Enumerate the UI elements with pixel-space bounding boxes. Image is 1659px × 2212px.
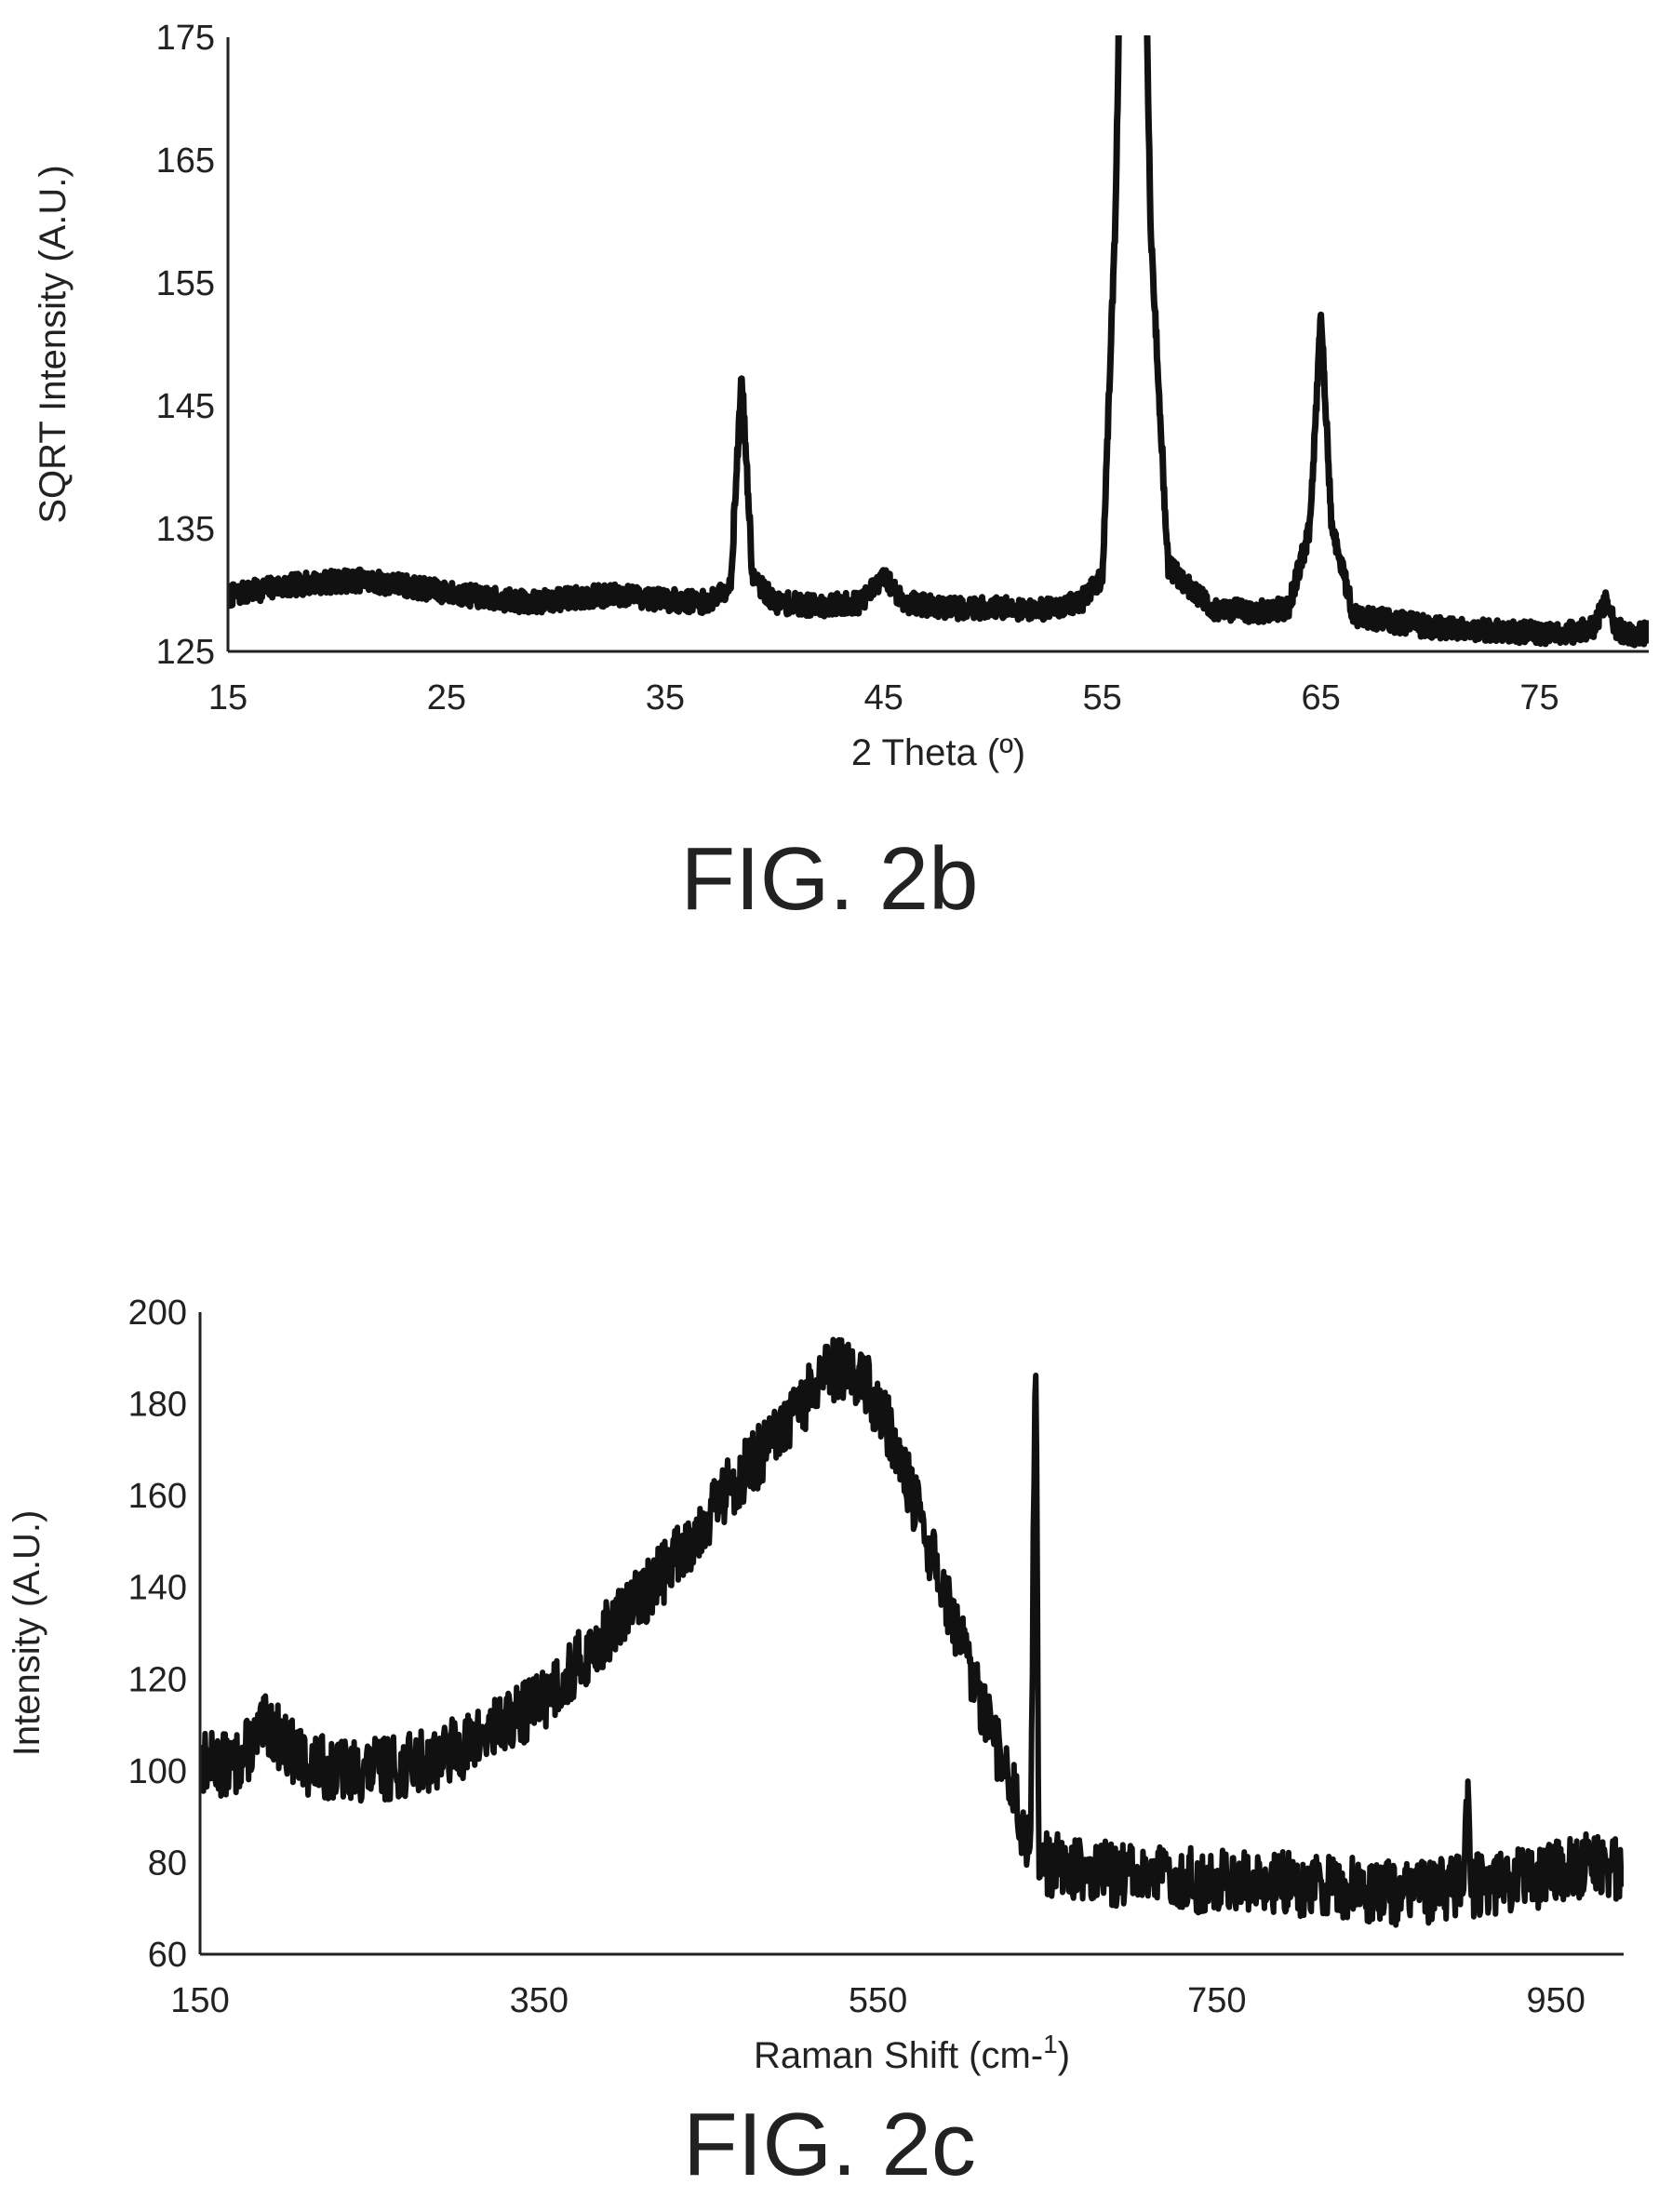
y-tick-label: 100 bbox=[128, 1752, 187, 1791]
y-tick-label: 125 bbox=[156, 633, 215, 672]
figure-caption-2b: FIG. 2b bbox=[680, 829, 979, 929]
chart-2c-svg: 60 80 100 120 140 160 180 200 150 350 550 750 950 Int… bbox=[7, 1294, 1624, 2076]
x-tick-label: 35 bbox=[646, 678, 685, 717]
x-tick-label: 150 bbox=[170, 1981, 229, 2020]
y-tick-label: 140 bbox=[128, 1569, 187, 1608]
x-tick-label: 15 bbox=[208, 678, 248, 717]
x-tick-label: 65 bbox=[1301, 678, 1340, 717]
y-tick-label: 180 bbox=[128, 1386, 187, 1425]
x-tick-label: 350 bbox=[510, 1981, 569, 2020]
x-tick-label: 750 bbox=[1187, 1981, 1246, 2020]
y-tick-label: 80 bbox=[148, 1843, 187, 1883]
chart-2b-svg: 125 135 145 155 165 175 15 25 35 45 55 65 75 SQRT Int… bbox=[33, 19, 1649, 773]
x-axis-label: Raman Shift (cm-1) bbox=[754, 2030, 1070, 2076]
figure-2c: 60 80 100 120 140 160 180 200 150 350 550 750 950 Int… bbox=[0, 1238, 1659, 2212]
y-axis-label: SQRT Intensity (A.U.) bbox=[33, 165, 74, 523]
y-tick-label: 145 bbox=[156, 387, 215, 426]
y-tick-label: 200 bbox=[128, 1294, 187, 1333]
series-line bbox=[200, 1336, 1624, 1928]
figure-caption-2c: FIG. 2c bbox=[683, 2095, 976, 2194]
series-line bbox=[228, 35, 1649, 649]
x-tick-label: 55 bbox=[1083, 678, 1122, 717]
y-tick-label: 120 bbox=[128, 1660, 187, 1699]
x-tick-label: 75 bbox=[1519, 678, 1559, 717]
y-tick-label: 60 bbox=[148, 1936, 187, 1975]
x-axis-label: 2 Theta (º) bbox=[851, 732, 1025, 773]
figure-2b: 125 135 145 155 165 175 15 25 35 45 55 65 75 SQRT Int… bbox=[0, 0, 1659, 977]
y-tick-label: 155 bbox=[156, 264, 215, 303]
x-tick-label: 950 bbox=[1526, 1981, 1585, 2020]
y-tick-label: 175 bbox=[156, 19, 215, 58]
y-axis-label: Intensity (A.U.) bbox=[7, 1510, 47, 1757]
y-tick-label: 160 bbox=[128, 1477, 187, 1516]
y-tick-label: 135 bbox=[156, 510, 215, 549]
x-tick-label: 550 bbox=[849, 1981, 907, 2020]
y-tick-label: 165 bbox=[156, 141, 215, 181]
x-tick-label: 45 bbox=[864, 678, 903, 717]
x-tick-label: 25 bbox=[427, 678, 466, 717]
